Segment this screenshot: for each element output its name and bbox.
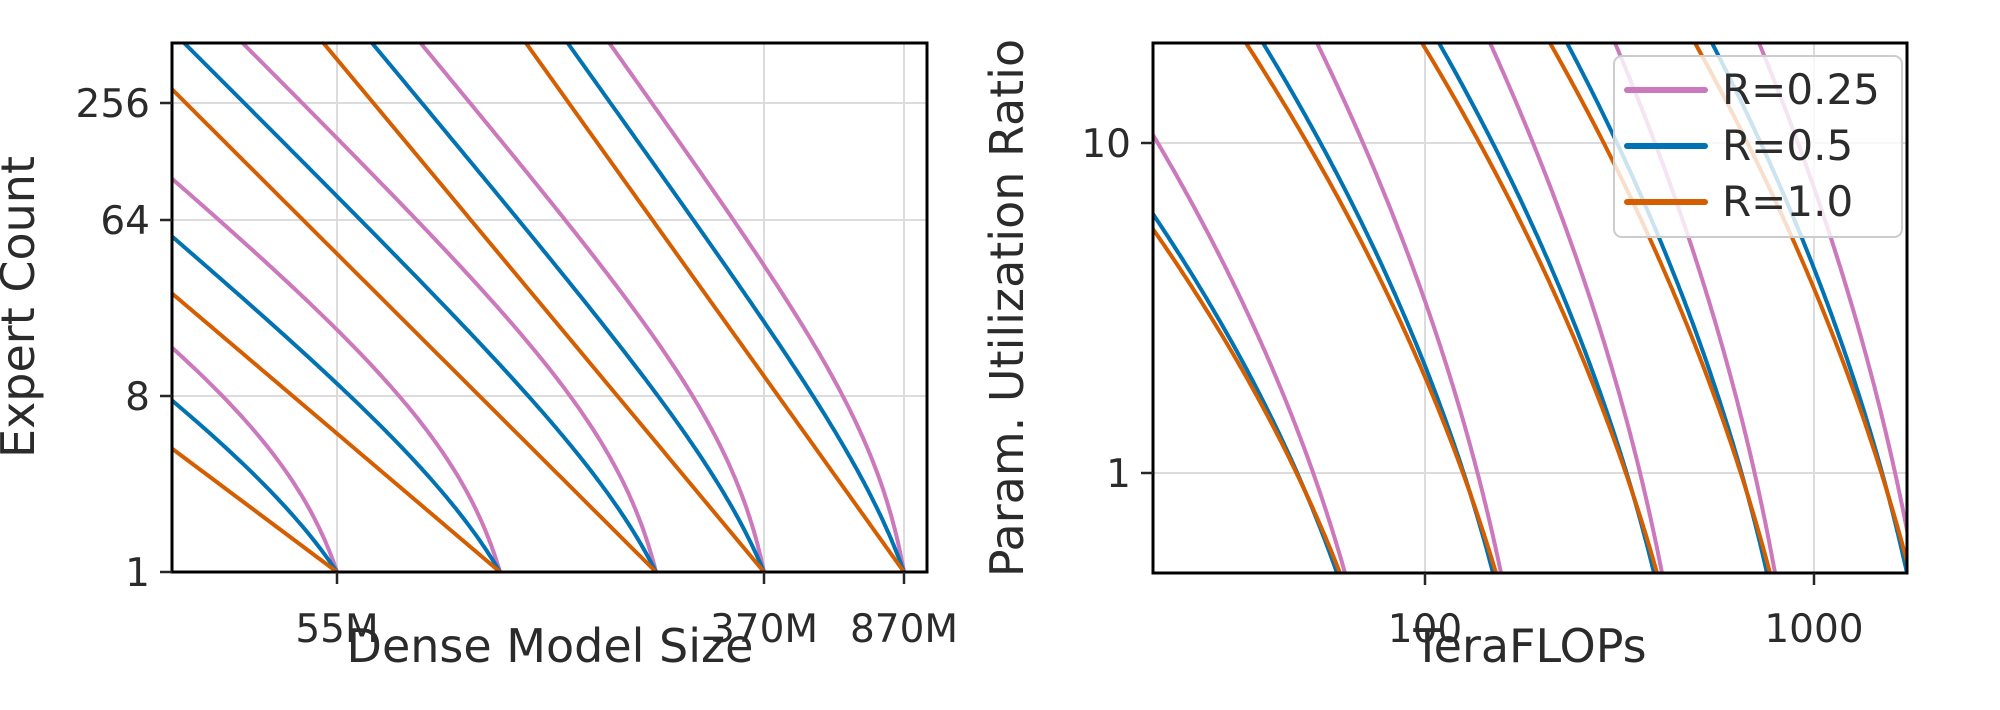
right-x-axis-label: TeraFLOPs [1412, 619, 1646, 673]
tick-marks [1141, 141, 1816, 585]
left-curve-R0.5-bundle3 [180, 42, 658, 573]
left-curve-R0.5-bundle1 [171, 396, 339, 573]
y-tick-label: 1 [125, 551, 150, 596]
left-curve-R0.25-bundle4 [417, 42, 766, 573]
x-tick-label: 100 [1388, 607, 1462, 652]
axes-spines [1151, 41, 1909, 575]
legend-label-blue: R=0.5 [1722, 121, 1853, 170]
left-curve-R0.25-bundle5 [606, 42, 906, 573]
right-curve-R1-bundle4 [1547, 42, 1772, 574]
y-tick-label: 1 [1106, 452, 1131, 497]
legend-label-orange: R=1.0 [1722, 177, 1853, 226]
axes-spines [170, 41, 929, 574]
right-curve-R1-bundle2 [1243, 42, 1498, 574]
left-curve-R1-bundle4 [319, 42, 766, 573]
left-curve-R0.25-bundle2 [171, 175, 502, 573]
legend: R=0.25 R=0.5 R=1.0 [1613, 55, 1903, 238]
right-curve-R0.25-bundle3 [1487, 42, 1664, 574]
x-tick-label: 370M [710, 607, 818, 652]
right-curve-R0.25-bundle2 [1314, 42, 1503, 574]
right-curve-R1-bundle3 [1419, 42, 1659, 574]
right-curve-R0.25-bundle1 [1152, 129, 1347, 574]
legend-label-pink: R=0.25 [1722, 65, 1880, 114]
left-y-axis-label: Expert Count [0, 156, 45, 458]
x-tick-label: 1000 [1764, 607, 1863, 652]
y-tick-label: 10 [1081, 122, 1131, 167]
y-tick-label: 256 [76, 82, 150, 127]
left-curve-R0.25-bundle3 [238, 42, 658, 573]
legend-box [1613, 55, 1903, 238]
y-tick-label: 64 [100, 199, 150, 244]
x-tick-label: 55M [295, 607, 378, 652]
tick-marks [160, 101, 906, 584]
left-curve-R0.5-bundle2 [171, 232, 502, 573]
left-curve-R0.25-bundle1 [171, 344, 339, 573]
y-tick-label: 8 [125, 375, 150, 420]
left-curve-R1-bundle1 [171, 445, 339, 573]
gridlines [172, 43, 927, 572]
left-curve-R1-bundle2 [171, 289, 502, 573]
left-curve-R1-bundle5 [522, 42, 906, 573]
right-y-axis-label: Param. Utilization Ratio [980, 39, 1034, 577]
left-curve-R0.5-bundle4 [368, 42, 766, 573]
right-curve-R0.5-bundle1 [1152, 209, 1339, 574]
left-plot-curves [171, 42, 906, 573]
left-x-axis-label: Dense Model Size [347, 619, 754, 673]
left-curve-R0.5-bundle5 [564, 42, 906, 573]
right-curve-R1-bundle1 [1152, 224, 1342, 574]
x-tick-label: 870M [850, 607, 958, 652]
left-curve-R1-bundle3 [171, 85, 658, 573]
